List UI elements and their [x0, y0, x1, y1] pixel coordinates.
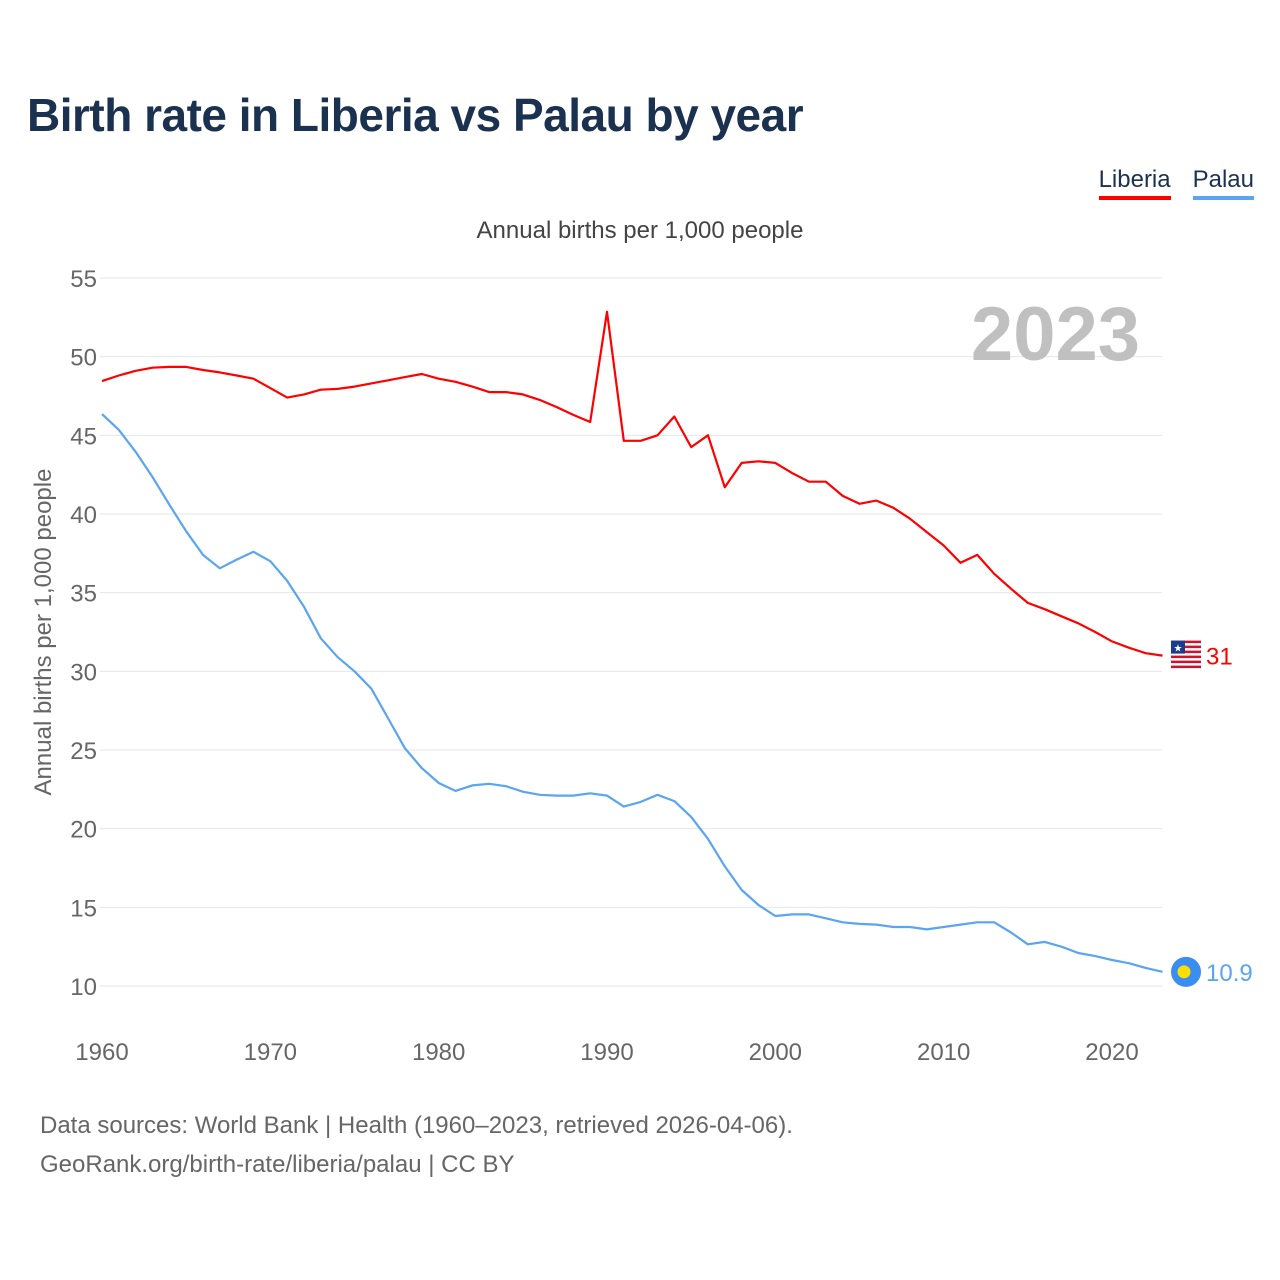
- legend-liberia[interactable]: Liberia: [1098, 166, 1171, 200]
- x-tick-label: 1960: [75, 1039, 128, 1066]
- x-tick-label: 2010: [917, 1039, 970, 1066]
- y-tick-label: 55: [70, 266, 97, 293]
- y-tick-label: 40: [70, 502, 97, 529]
- flag-canton: [1171, 640, 1185, 654]
- y-tick-label: 10: [70, 974, 97, 1001]
- x-tick-label: 1980: [412, 1039, 465, 1066]
- chart-title: Birth rate in Liberia vs Palau by year: [27, 89, 804, 141]
- y-tick-label: 30: [70, 659, 97, 686]
- end-value-label-liberia: 31: [1206, 644, 1233, 671]
- year-watermark: 2023: [971, 292, 1140, 377]
- flag-moon: [1177, 965, 1191, 979]
- end-value-label-palau: 10.9: [1206, 960, 1253, 987]
- source-line-1: Data sources: World Bank | Health (1960–…: [40, 1112, 793, 1139]
- x-tick-label: 1970: [244, 1039, 297, 1066]
- source-line-2[interactable]: GeoRank.org/birth-rate/liberia/palau | C…: [40, 1151, 515, 1178]
- flag-stripe: [1171, 650, 1201, 654]
- y-tick-label: 50: [70, 345, 97, 372]
- series-line-liberia: [101, 310, 1163, 657]
- chart-subtitle: Annual births per 1,000 people: [476, 217, 804, 244]
- y-tick-label: 35: [70, 581, 97, 608]
- y-tick-label: 20: [70, 817, 97, 844]
- x-tick-label: 1990: [580, 1039, 633, 1066]
- legend: Liberia Palau: [1098, 166, 1254, 200]
- source-note: Data sources: World Bank | Health (1960–…: [40, 1106, 793, 1184]
- y-tick-label: 45: [70, 423, 97, 450]
- x-tick-label: 2020: [1085, 1039, 1138, 1066]
- series-line-palau: [101, 413, 1163, 973]
- y-tick-label: 25: [70, 738, 97, 765]
- legend-palau[interactable]: Palau: [1192, 166, 1254, 200]
- y-tick-label: 15: [70, 895, 97, 922]
- flag-stripe: [1171, 645, 1201, 649]
- flag-star: ★: [1174, 644, 1183, 655]
- x-tick-label: 2000: [749, 1039, 802, 1066]
- flag-stripe: [1171, 640, 1201, 644]
- flag-stripe: [1171, 655, 1201, 659]
- flag-stripe: [1171, 665, 1201, 669]
- flag-stripe: [1171, 660, 1201, 664]
- y-axis-label: Annual births per 1,000 people: [30, 469, 57, 796]
